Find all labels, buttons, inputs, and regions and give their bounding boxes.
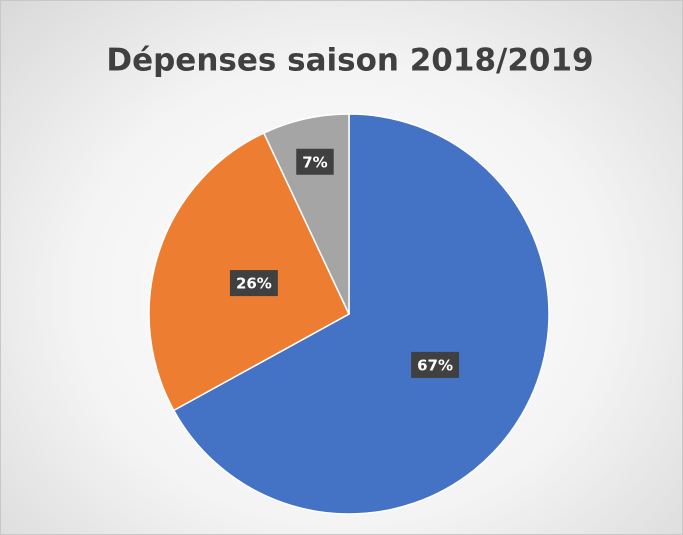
data-label-box [296, 148, 334, 175]
chart-title: Dépenses saison 2018/2019 [106, 43, 593, 79]
data-label-box [411, 351, 460, 378]
data-label-text: 7% [302, 153, 327, 171]
pie-slice [172, 113, 550, 515]
data-label-box [229, 270, 278, 297]
data-label-text: 26% [236, 275, 272, 293]
data-label-text: 67% [417, 356, 453, 374]
